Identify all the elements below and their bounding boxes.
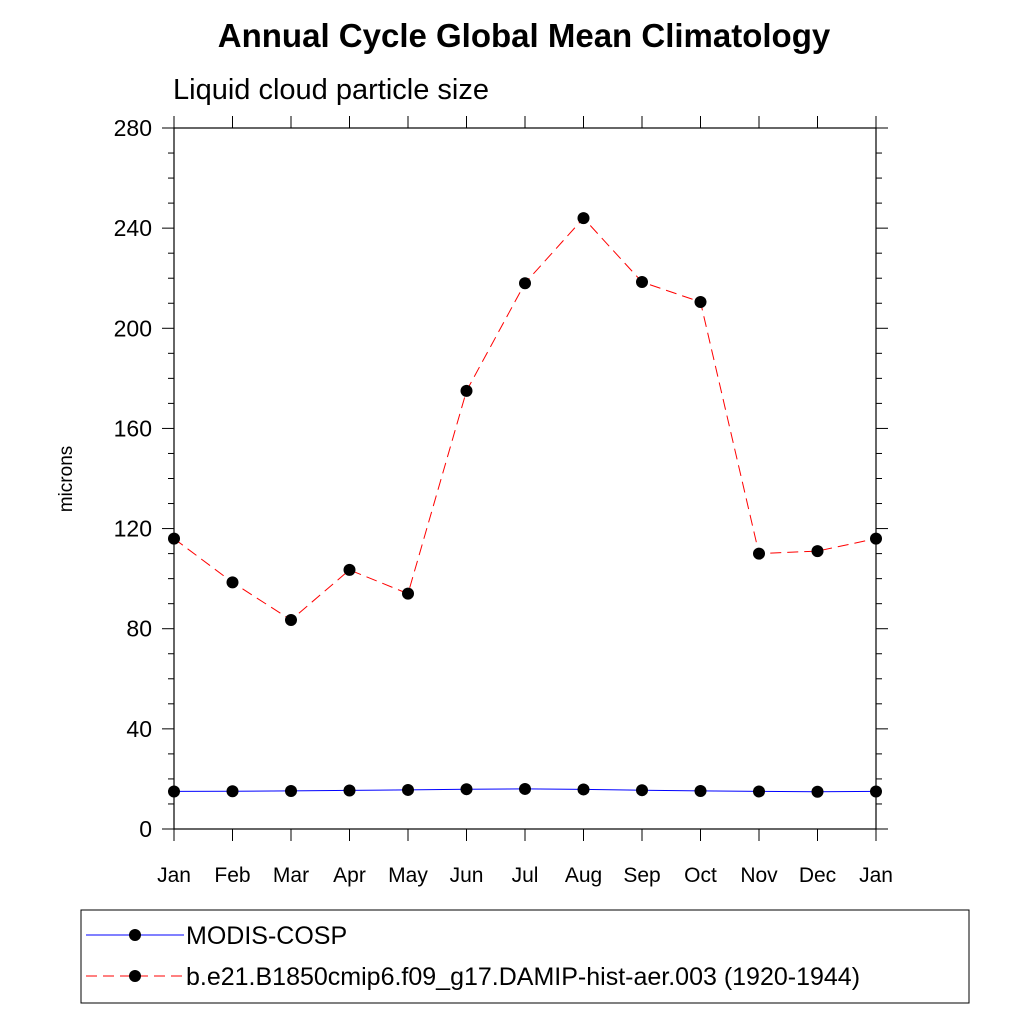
- chart-title: Annual Cycle Global Mean Climatology: [218, 17, 831, 54]
- y-tick-label: 240: [114, 215, 152, 241]
- chart-subtitle: Liquid cloud particle size: [173, 74, 489, 106]
- data-point-series-1: [636, 275, 648, 288]
- data-point-series-1: [694, 295, 707, 308]
- x-tick-label: Jan: [859, 864, 893, 887]
- legend-marker-1: [129, 970, 141, 982]
- data-point-series-1: [519, 277, 531, 290]
- x-tick-label: Oct: [684, 864, 717, 887]
- data-point-series-1: [226, 576, 239, 589]
- plot-frame: [173, 127, 877, 830]
- y-tick-label: 280: [114, 115, 152, 141]
- data-point-series-0: [811, 785, 824, 798]
- data-point-series-1: [753, 547, 765, 560]
- data-series: [168, 212, 882, 798]
- legend-label-1: b.e21.B1850cmip6.f09_g17.DAMIP-hist-aer.…: [186, 963, 860, 991]
- data-point-series-0: [460, 783, 473, 796]
- x-tick-label: May: [388, 864, 428, 887]
- data-point-series-0: [577, 783, 590, 796]
- y-tick-label: 40: [126, 716, 152, 742]
- data-point-series-0: [753, 785, 765, 798]
- y-tick-label: 120: [114, 516, 152, 542]
- data-point-series-0: [636, 784, 648, 797]
- data-point-series-1: [343, 563, 356, 576]
- data-point-series-0: [285, 784, 297, 797]
- x-tick-label: Mar: [273, 864, 309, 887]
- x-tick-label: Apr: [333, 864, 366, 887]
- y-tick-label: 160: [114, 415, 152, 441]
- y-tick-label: 200: [114, 315, 152, 341]
- legend-marker-0: [129, 929, 141, 941]
- x-tick-label: Feb: [214, 864, 250, 887]
- x-tick-label: Aug: [565, 864, 602, 887]
- y-tick-label: 0: [139, 816, 152, 842]
- y-axis-label: microns: [56, 446, 77, 513]
- x-tick-label: Nov: [740, 864, 778, 887]
- x-tick-label: Dec: [799, 864, 836, 887]
- data-point-series-0: [402, 783, 414, 796]
- data-point-series-1: [402, 587, 414, 600]
- data-point-series-0: [694, 784, 707, 797]
- legend: MODIS-COSP b.e21.B1850cmip6.f09_g17.DAMIP…: [80, 909, 970, 1004]
- legend-label-0: MODIS-COSP: [186, 922, 347, 950]
- data-point-series-1: [285, 613, 297, 626]
- axis-ticks: 0 40 80 120 160 200 240 280 Jan Feb Mar Apr May Jun Ju…: [114, 115, 893, 887]
- x-tick-label: Jan: [157, 864, 191, 887]
- data-point-series-1: [811, 545, 824, 558]
- legend-box: [80, 909, 970, 1004]
- data-point-series-0: [226, 785, 239, 798]
- data-point-series-0: [343, 784, 356, 797]
- x-tick-label: Jun: [450, 864, 484, 887]
- data-point-series-0: [519, 782, 531, 795]
- y-tick-label: 80: [126, 616, 152, 642]
- x-tick-label: Sep: [623, 864, 660, 887]
- data-point-series-1: [577, 212, 590, 225]
- data-point-series-1: [460, 384, 473, 397]
- x-tick-label: Jul: [512, 864, 539, 887]
